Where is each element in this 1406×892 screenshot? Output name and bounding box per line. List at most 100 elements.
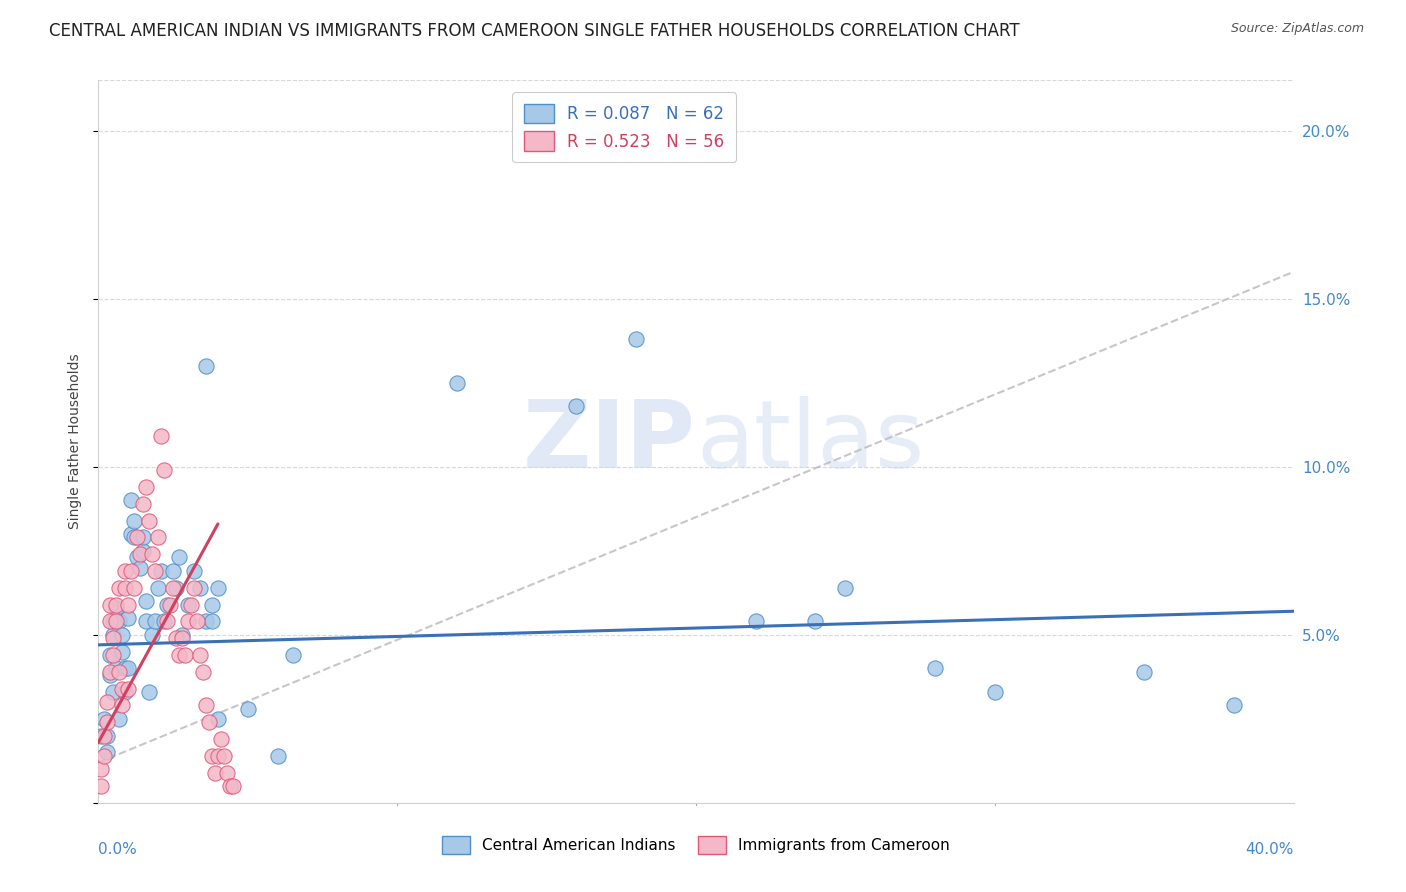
Point (111, 681, 134, 696)
Point (103, 615, 125, 629)
Point (120, 527, 142, 541)
Point (236, 702, 259, 716)
Point (143, 564, 166, 578)
Text: ZIP: ZIP (523, 395, 696, 488)
Point (117, 661, 139, 675)
Point (201, 748, 224, 763)
Point (281, 648, 304, 662)
Point (195, 698, 218, 713)
Point (153, 463, 176, 477)
Point (114, 564, 136, 578)
Point (111, 628, 134, 642)
Point (108, 712, 131, 726)
Point (114, 661, 136, 675)
Text: 0.0%: 0.0% (98, 842, 138, 856)
Point (90, 779, 112, 793)
Point (117, 598, 139, 612)
Point (745, 615, 768, 629)
Legend: Central American Indians, Immigrants from Cameroon: Central American Indians, Immigrants fro… (436, 830, 956, 860)
Point (103, 648, 125, 662)
Point (207, 581, 229, 595)
Point (150, 564, 173, 578)
Text: 40.0%: 40.0% (1246, 842, 1294, 856)
Point (204, 765, 226, 780)
Point (114, 581, 136, 595)
Point (129, 560, 152, 574)
Point (129, 547, 152, 561)
Point (212, 748, 235, 763)
Point (565, 399, 588, 413)
Point (120, 564, 142, 578)
Point (183, 564, 205, 578)
Point (177, 615, 200, 629)
Point (180, 598, 202, 612)
Point (124, 530, 146, 544)
Point (93, 729, 115, 743)
Point (96, 729, 118, 743)
Point (222, 779, 245, 793)
Point (105, 615, 128, 629)
Point (148, 530, 170, 544)
Point (156, 598, 179, 612)
Point (98, 668, 122, 682)
Point (111, 698, 134, 713)
Point (96, 745, 118, 759)
Point (1223, 698, 1246, 713)
Point (141, 628, 163, 642)
Point (1133, 665, 1156, 679)
Point (143, 615, 166, 629)
Point (207, 712, 229, 726)
Point (108, 581, 131, 595)
Point (162, 564, 184, 578)
Point (148, 581, 170, 595)
Point (114, 685, 136, 699)
Point (120, 493, 142, 508)
Point (93, 748, 115, 763)
Point (135, 594, 157, 608)
Point (165, 581, 187, 595)
Point (117, 611, 139, 625)
Point (267, 748, 290, 763)
Y-axis label: Single Father Households: Single Father Households (67, 354, 82, 529)
Point (103, 628, 125, 642)
Point (98, 598, 122, 612)
Point (141, 547, 163, 561)
Point (159, 598, 181, 612)
Point (162, 581, 184, 595)
Point (626, 332, 648, 346)
Point (446, 376, 468, 390)
Point (111, 644, 134, 658)
Point (195, 615, 218, 629)
Point (127, 530, 149, 544)
Point (215, 765, 238, 780)
Point (201, 615, 224, 629)
Point (103, 685, 125, 699)
Point (186, 615, 208, 629)
Point (198, 715, 221, 730)
Point (138, 514, 160, 528)
Point (108, 615, 131, 629)
Point (127, 550, 149, 565)
Point (834, 581, 856, 595)
Point (105, 661, 128, 675)
Point (96, 695, 118, 709)
Point (172, 631, 194, 645)
Point (98, 648, 122, 662)
Point (132, 497, 155, 511)
Point (124, 514, 146, 528)
Point (984, 685, 1007, 699)
Point (195, 359, 218, 373)
Point (924, 661, 946, 675)
Point (124, 581, 146, 595)
Point (201, 598, 224, 612)
Point (191, 665, 214, 679)
Point (167, 648, 190, 662)
Point (93, 712, 115, 726)
Point (132, 543, 155, 558)
Point (207, 748, 229, 763)
Point (153, 615, 176, 629)
Point (135, 615, 157, 629)
Point (172, 628, 194, 642)
Point (135, 480, 157, 494)
Point (103, 631, 125, 645)
